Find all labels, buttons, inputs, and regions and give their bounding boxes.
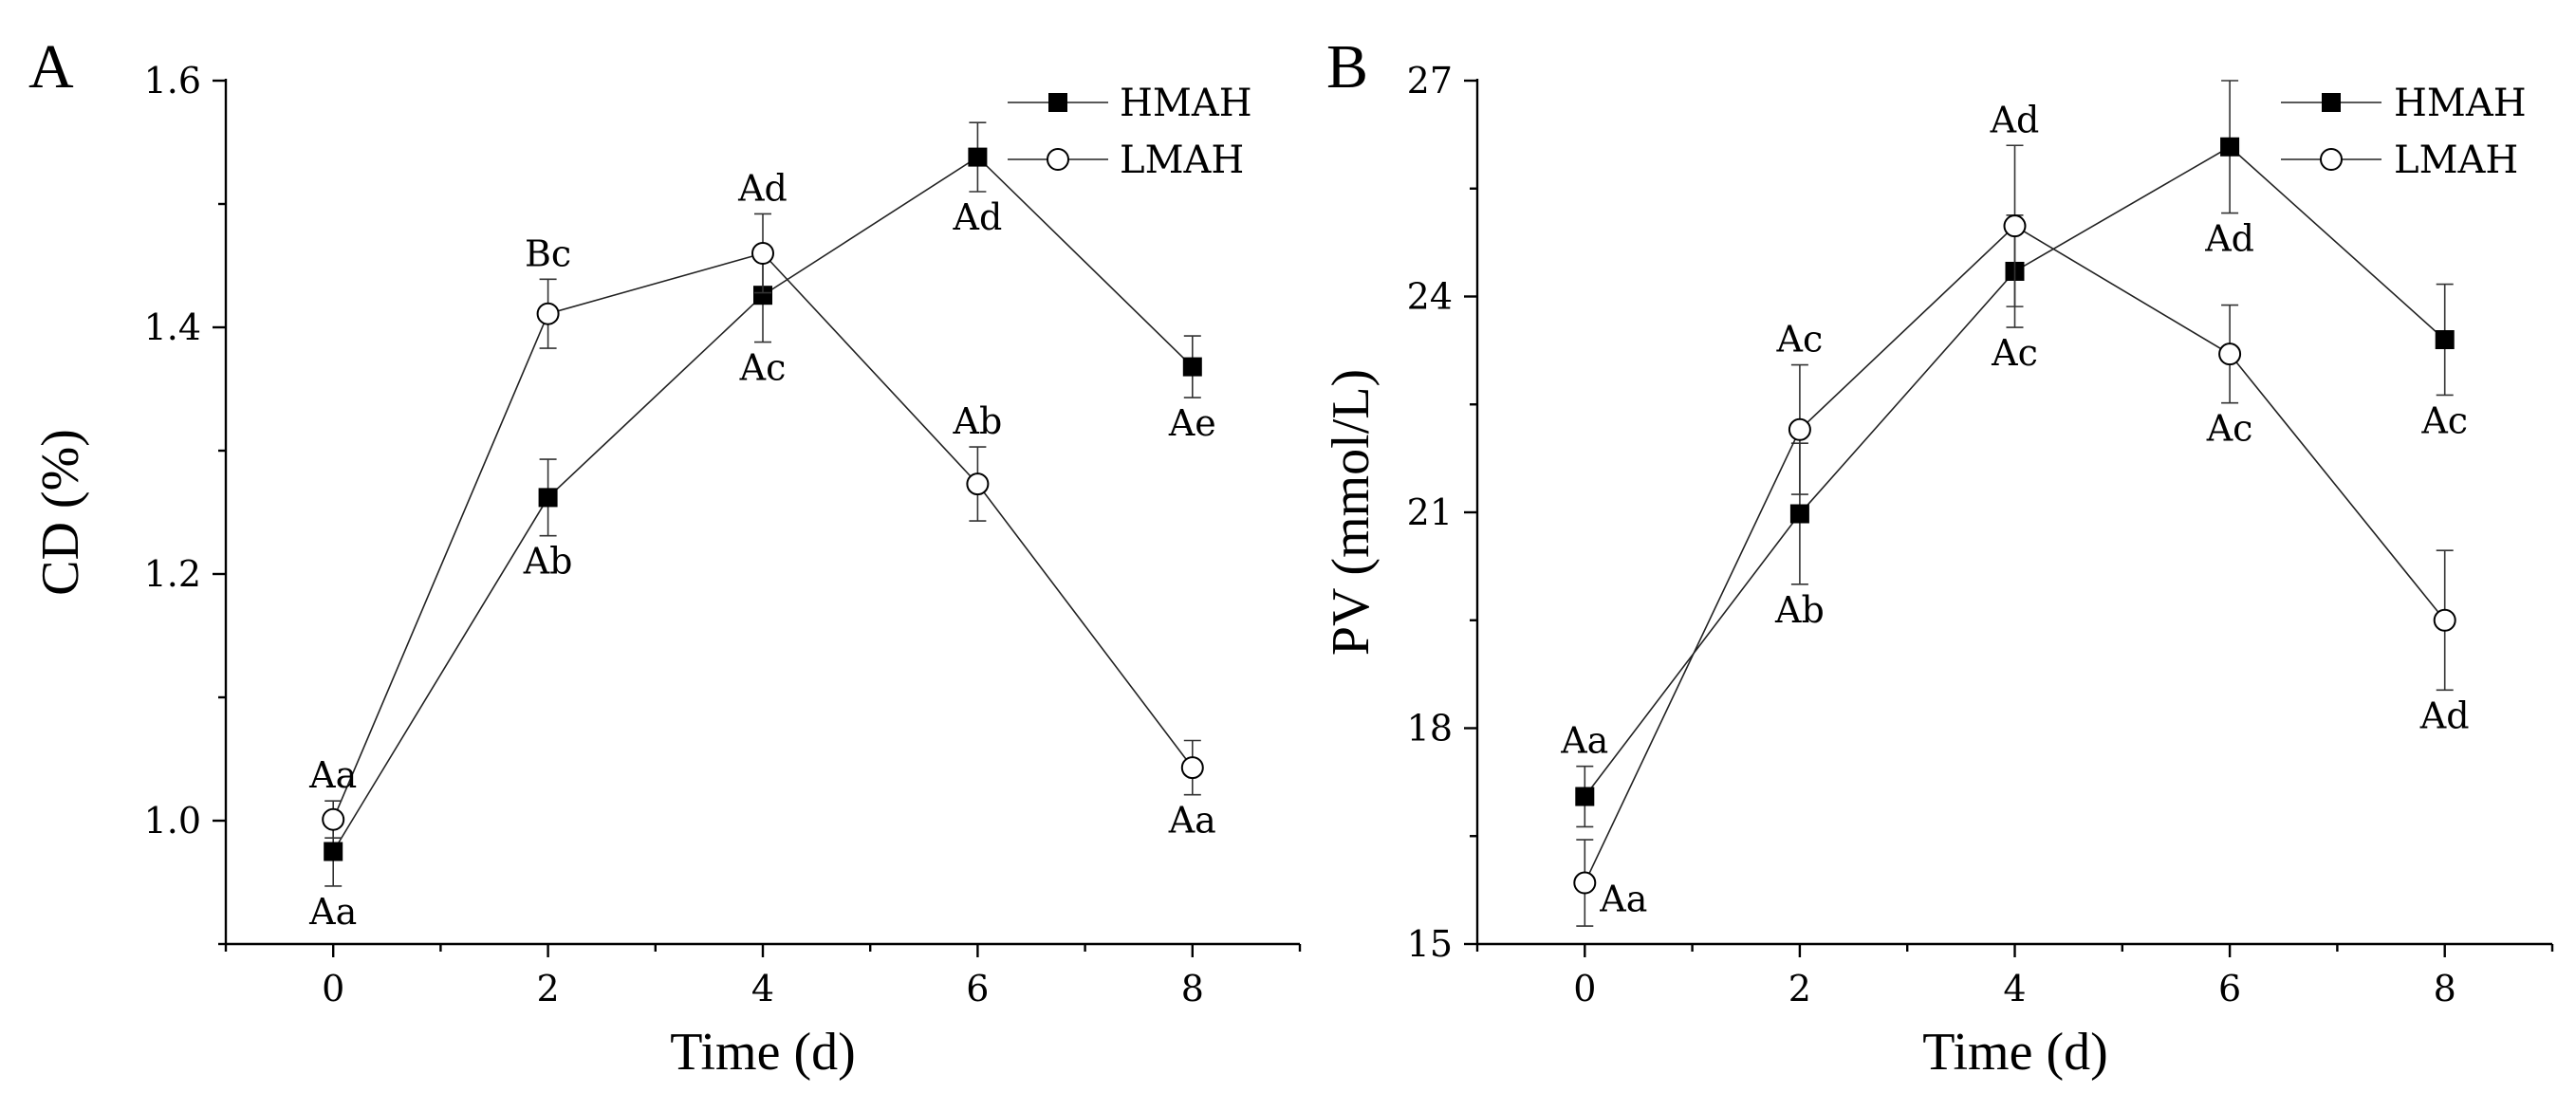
series-hmah: Aa Ab Ac Ad Ae <box>308 121 1216 933</box>
legend-item-hmah: HMAH <box>2281 82 2527 125</box>
significance-label: Bc <box>525 232 571 274</box>
x-tick-label: 0 <box>1573 968 1596 1009</box>
panel-letter: A <box>28 32 74 102</box>
data-point <box>966 472 990 496</box>
y-axis-title: PV (mmol/L) <box>1322 369 1381 656</box>
significance-label: Ac <box>2206 408 2253 450</box>
legend-label: HMAH <box>2394 82 2527 125</box>
data-point <box>2220 137 2240 157</box>
significance-label: Aa <box>308 754 357 796</box>
x-tick-label: 0 <box>322 968 344 1009</box>
data-point <box>538 488 558 508</box>
legend-marker <box>2320 148 2343 171</box>
data-point <box>751 242 774 265</box>
y-tick-label: 1.0 <box>144 800 201 842</box>
legend-marker <box>1047 148 1069 171</box>
y-tick-label: 27 <box>1407 60 1453 102</box>
series-hmah: Aa Ab Ac Ad Ac <box>1560 80 2468 828</box>
significance-label: Ae <box>1168 402 1216 444</box>
significance-label: Aa <box>1599 879 1647 920</box>
significance-label: Ad <box>737 167 788 209</box>
x-tick-label: 2 <box>537 968 560 1009</box>
significance-label: Ac <box>739 347 787 389</box>
legend-item-hmah: HMAH <box>1008 82 1252 125</box>
significance-label: Ac <box>2420 399 2468 441</box>
significance-label: Ad <box>1990 99 2040 140</box>
legend-label: HMAH <box>1120 82 1252 125</box>
x-tick-label: 4 <box>2003 968 2026 1009</box>
significance-label: Aa <box>1560 720 1608 762</box>
series-lmah: Aa Ac Ad Ac Ad <box>1573 99 2470 927</box>
y-tick-label: 21 <box>1407 491 1453 533</box>
legend-label: LMAH <box>1120 139 1244 182</box>
data-point <box>1575 787 1595 806</box>
data-point <box>2003 214 2027 238</box>
x-axis-title: Time (d) <box>670 1023 856 1082</box>
significance-label: Ad <box>2204 218 2254 260</box>
significance-label: Aa <box>1168 800 1216 842</box>
data-point <box>2435 330 2455 349</box>
data-point <box>536 302 560 325</box>
data-point <box>324 842 343 861</box>
data-point <box>1789 504 1809 524</box>
data-point <box>968 147 988 167</box>
significance-label: Ac <box>1991 332 2038 374</box>
significance-label: Aa <box>308 891 357 933</box>
data-point <box>1182 357 1202 377</box>
x-tick-label: 6 <box>2218 968 2241 1009</box>
data-point <box>1788 417 1811 441</box>
series-lmah: Aa Bc Ad Ab Aa <box>308 167 1216 841</box>
data-point <box>322 807 345 831</box>
data-point <box>1180 756 1204 780</box>
legend-marker <box>2322 93 2341 112</box>
x-tick-label: 8 <box>1181 968 1204 1009</box>
significance-label: Ac <box>1776 319 1824 361</box>
legend-item-lmah: LMAH <box>2281 139 2518 182</box>
x-tick-label: 2 <box>1788 968 1811 1009</box>
y-tick-label: 1.4 <box>144 306 201 348</box>
data-point <box>2433 608 2456 632</box>
data-point <box>1573 871 1597 895</box>
legend-marker <box>1048 93 1067 112</box>
y-tick-label: 15 <box>1407 923 1453 965</box>
x-tick-label: 4 <box>751 968 774 1009</box>
y-axis-title: CD (%) <box>31 429 90 596</box>
y-tick-label: 24 <box>1407 276 1453 318</box>
y-tick-label: 1.6 <box>144 60 201 102</box>
y-tick-label: 1.2 <box>144 553 201 595</box>
y-tick-label: 18 <box>1407 708 1453 750</box>
x-tick-label: 6 <box>966 968 989 1009</box>
data-point <box>753 286 772 306</box>
x-axis-title: Time (d) <box>1922 1023 2108 1082</box>
panel-letter: B <box>1326 32 1368 102</box>
legend-item-lmah: LMAH <box>1008 139 1244 182</box>
x-tick-label: 8 <box>2434 968 2456 1009</box>
significance-label: Ad <box>2419 694 2470 736</box>
data-point <box>2218 343 2242 366</box>
significance-label: Ab <box>953 400 1003 442</box>
significance-label: Ab <box>523 541 573 583</box>
chart-panel-A: A 1.0 1.2 1.4 1.6 0 2 4 6 8 Time (d) CD (%) Aa Ab Ac Ad… <box>28 32 1302 1082</box>
significance-label: Ad <box>953 196 1003 238</box>
legend-label: LMAH <box>2394 139 2518 182</box>
significance-label: Ab <box>1774 589 1825 631</box>
